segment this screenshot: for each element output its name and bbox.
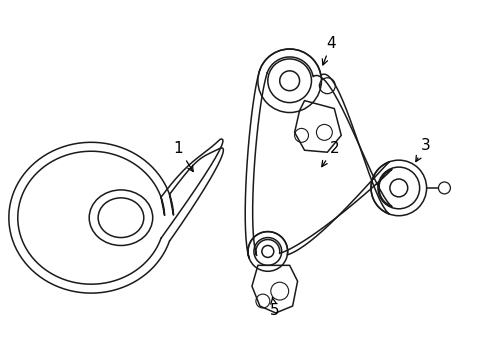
Text: 3: 3 [415, 138, 429, 162]
Text: 4: 4 [322, 36, 335, 65]
Text: 1: 1 [173, 141, 193, 171]
Text: 5: 5 [269, 298, 279, 319]
Text: 2: 2 [321, 141, 338, 167]
